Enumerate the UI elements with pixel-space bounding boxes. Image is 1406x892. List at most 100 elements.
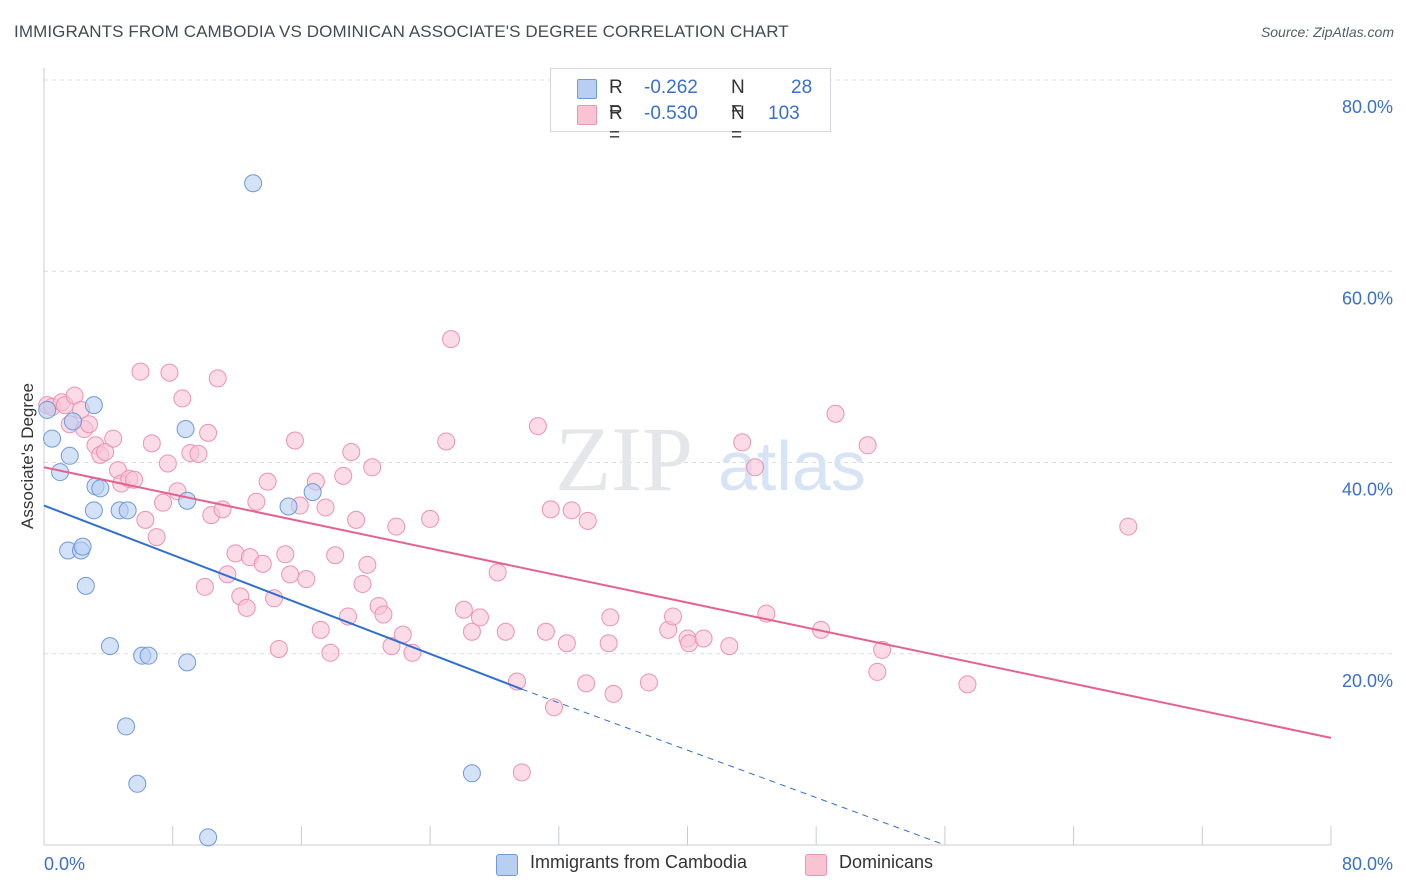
dominican-point xyxy=(541,500,560,519)
dominican-point xyxy=(694,629,713,648)
dominican-point xyxy=(258,472,277,491)
y-tick-label: 20.0% xyxy=(1342,671,1393,691)
dominican-point xyxy=(958,675,977,694)
bottom-legend-swatch-cambodia xyxy=(496,854,518,876)
dominican-point xyxy=(189,444,208,463)
dominican-point xyxy=(733,433,752,452)
dominican-point xyxy=(269,639,288,658)
dominican-point xyxy=(334,466,353,485)
dominican-point xyxy=(557,634,576,653)
dominican-point xyxy=(353,574,372,593)
dominican-point xyxy=(247,492,266,511)
bottom-legend-label-cambodia: Immigrants from Cambodia xyxy=(530,852,748,872)
cambodia-point xyxy=(76,576,95,595)
dominican-point xyxy=(316,498,335,517)
dominican-point xyxy=(285,431,304,450)
dominican-point xyxy=(281,565,300,584)
dominican-point xyxy=(104,429,123,448)
dominican-point xyxy=(599,634,618,653)
dominican-point xyxy=(265,589,284,608)
legend-n-value: 103 xyxy=(768,103,800,124)
cambodia-point xyxy=(84,396,103,415)
dominican-point xyxy=(363,458,382,477)
dominican-point xyxy=(311,620,330,639)
axes-layer xyxy=(43,68,1332,846)
dominican-point xyxy=(664,607,683,626)
dominican-point xyxy=(1119,517,1138,536)
legend-n-value: 28 xyxy=(791,77,813,98)
dominican-point xyxy=(160,363,179,382)
dominican-point xyxy=(80,415,99,434)
legend-swatch-cambodia xyxy=(577,79,597,99)
dominican-point xyxy=(358,555,377,574)
x-tick-label: 80.0% xyxy=(1342,854,1393,874)
dominican-point xyxy=(562,501,581,520)
dominican-point xyxy=(577,674,596,693)
legend-swatch-dominicans xyxy=(577,105,597,125)
dominican-point xyxy=(528,417,547,436)
stats-legend: R = -0.262 N = 28 R = -0.530 N = 103 xyxy=(550,68,831,146)
y-tick-label: 60.0% xyxy=(1342,288,1393,308)
dominican-point xyxy=(154,493,173,512)
dominican-point xyxy=(342,442,361,461)
trend-layer xyxy=(43,466,1332,846)
dominican-point xyxy=(199,423,218,442)
dominican-point xyxy=(873,640,892,659)
bottom-legend-label-dominicans: Dominicans xyxy=(839,852,934,872)
legend-r-label: R = xyxy=(609,103,623,146)
cambodia-point xyxy=(91,479,110,498)
dominican-point xyxy=(374,605,393,624)
cambodia-trendline-extension xyxy=(521,688,946,846)
dominican-point xyxy=(437,432,456,451)
cambodia-point xyxy=(60,446,79,465)
dominican-point xyxy=(470,608,489,627)
cambodia-point xyxy=(117,717,136,736)
dominican-point xyxy=(276,545,295,564)
dominican-point xyxy=(454,600,473,619)
dominican-point xyxy=(326,546,345,565)
cambodia-point xyxy=(84,501,103,520)
y-tick-label: 80.0% xyxy=(1342,97,1393,117)
cambodia-trendline xyxy=(43,504,523,691)
dominican-point xyxy=(604,684,623,703)
tick-label-layer: 20.0% 40.0% 60.0% 80.0% 0.0% 80.0% xyxy=(44,97,1393,874)
dominican-point xyxy=(347,510,366,529)
legend-r-value: -0.530 xyxy=(644,103,698,124)
cambodia-point xyxy=(118,501,137,520)
x-tick-label: 0.0% xyxy=(44,854,85,874)
cambodia-point xyxy=(73,537,92,556)
cambodia-point xyxy=(43,429,62,448)
dominican-trendline xyxy=(43,466,1332,739)
dominican-point xyxy=(173,389,192,408)
cambodia-point xyxy=(100,637,119,656)
dominican-point xyxy=(297,570,316,589)
dominican-point xyxy=(462,622,481,641)
dominican-point xyxy=(158,454,177,473)
dominican-point xyxy=(496,622,515,641)
dominican-point xyxy=(195,577,214,596)
dominican-point xyxy=(136,510,155,529)
dominican-point xyxy=(488,563,507,582)
dominican-point xyxy=(858,436,877,455)
cambodia-point xyxy=(176,420,195,439)
dominican-point xyxy=(512,763,531,782)
dominican-point xyxy=(639,673,658,692)
dominican-point xyxy=(387,517,406,536)
cambodia-point xyxy=(139,646,158,665)
cambodia-point xyxy=(128,774,147,793)
dominican-point xyxy=(442,330,461,349)
dominican-point xyxy=(720,637,739,656)
dominican-point xyxy=(382,637,401,656)
cambodia-point xyxy=(199,828,218,847)
points-layer xyxy=(38,174,1138,847)
dominican-point xyxy=(237,598,256,617)
cambodia-point xyxy=(244,174,263,193)
dominican-point xyxy=(746,458,765,477)
y-tick-label: 40.0% xyxy=(1342,480,1393,500)
dominican-point xyxy=(147,528,166,547)
chart-title: IMMIGRANTS FROM CAMBODIA VS DOMINICAN AS… xyxy=(14,22,789,41)
cambodia-point xyxy=(279,497,298,516)
dominican-point xyxy=(125,470,144,489)
watermark-zip: ZIP xyxy=(555,408,693,510)
